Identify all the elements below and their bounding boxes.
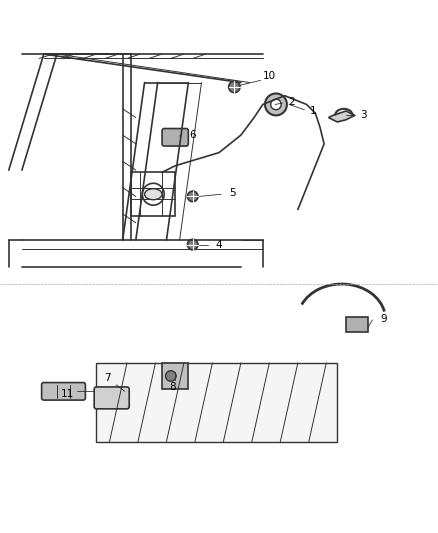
- Text: 7: 7: [104, 373, 111, 383]
- Text: 2: 2: [288, 97, 295, 107]
- Text: 8: 8: [170, 382, 177, 392]
- Bar: [131, 172, 175, 216]
- Text: 1: 1: [310, 106, 317, 116]
- Circle shape: [265, 93, 287, 115]
- FancyBboxPatch shape: [42, 383, 85, 400]
- Text: 10: 10: [263, 71, 276, 81]
- Text: 4: 4: [215, 240, 223, 249]
- Circle shape: [187, 191, 198, 201]
- Bar: [162, 363, 188, 389]
- Text: 11: 11: [61, 389, 74, 399]
- Text: 5: 5: [229, 188, 236, 198]
- FancyBboxPatch shape: [162, 128, 188, 146]
- Bar: [96, 363, 337, 442]
- Circle shape: [187, 239, 198, 250]
- Bar: [346, 317, 368, 332]
- FancyBboxPatch shape: [94, 387, 129, 409]
- Circle shape: [229, 81, 240, 93]
- Polygon shape: [328, 111, 355, 122]
- Circle shape: [166, 371, 176, 381]
- Text: 3: 3: [360, 110, 367, 120]
- Circle shape: [271, 99, 281, 110]
- Text: 6: 6: [189, 130, 196, 140]
- Circle shape: [142, 183, 164, 205]
- Ellipse shape: [145, 189, 162, 200]
- Text: 9: 9: [380, 314, 387, 324]
